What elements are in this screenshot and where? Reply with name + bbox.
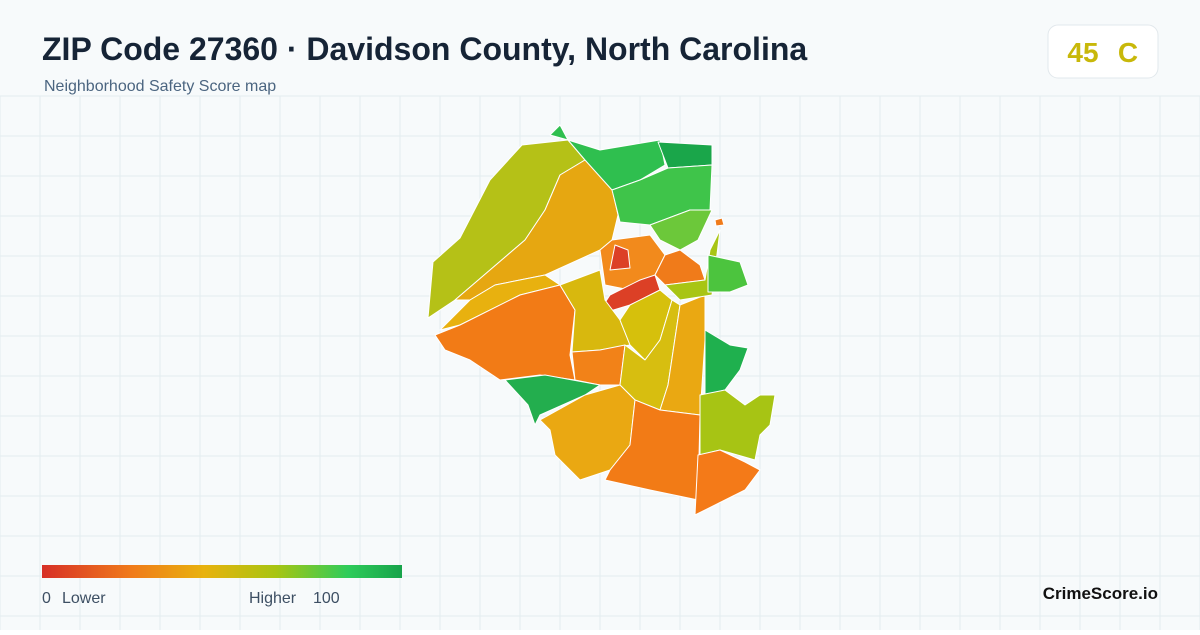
legend-gradient (42, 565, 402, 578)
title: ZIP Code 27360 · Davidson County, North … (42, 31, 807, 67)
grade: C (1118, 37, 1138, 68)
region (714, 217, 725, 227)
region (649, 209, 713, 251)
legend-min: 0 (42, 590, 51, 607)
region (657, 141, 713, 169)
brand: CrimeScore.io (1043, 584, 1158, 603)
region (549, 124, 666, 191)
legend-min-label: Lower (62, 590, 106, 607)
background-grid (0, 95, 1200, 630)
legend-max-label: Higher (249, 590, 297, 607)
region (609, 244, 631, 271)
score-badge (1047, 24, 1159, 79)
region (664, 229, 721, 301)
region (694, 449, 761, 516)
region (707, 254, 749, 293)
region (434, 284, 576, 381)
region (571, 344, 626, 386)
zip-map (427, 124, 776, 516)
subtitle: Neighborhood Safety Score map (44, 78, 276, 95)
legend-max: 100 (313, 590, 340, 607)
region (504, 374, 601, 426)
score: 45 (1067, 37, 1098, 68)
